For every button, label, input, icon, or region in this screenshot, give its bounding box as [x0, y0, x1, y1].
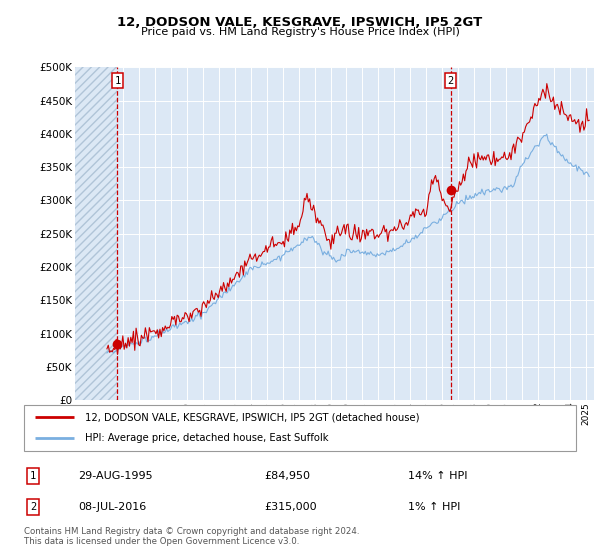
- Text: 14% ↑ HPI: 14% ↑ HPI: [408, 471, 467, 481]
- Text: 1: 1: [30, 471, 36, 481]
- Text: 2: 2: [448, 76, 454, 86]
- Text: 12, DODSON VALE, KESGRAVE, IPSWICH, IP5 2GT: 12, DODSON VALE, KESGRAVE, IPSWICH, IP5 …: [118, 16, 482, 29]
- Text: £315,000: £315,000: [264, 502, 317, 512]
- Text: 1: 1: [115, 76, 121, 86]
- Text: 08-JUL-2016: 08-JUL-2016: [78, 502, 146, 512]
- Text: 12, DODSON VALE, KESGRAVE, IPSWICH, IP5 2GT (detached house): 12, DODSON VALE, KESGRAVE, IPSWICH, IP5 …: [85, 412, 419, 422]
- Text: Contains HM Land Registry data © Crown copyright and database right 2024.
This d: Contains HM Land Registry data © Crown c…: [24, 526, 359, 546]
- Text: 2: 2: [30, 502, 36, 512]
- Text: Price paid vs. HM Land Registry's House Price Index (HPI): Price paid vs. HM Land Registry's House …: [140, 27, 460, 37]
- Text: HPI: Average price, detached house, East Suffolk: HPI: Average price, detached house, East…: [85, 433, 328, 444]
- Text: £84,950: £84,950: [264, 471, 310, 481]
- Text: 29-AUG-1995: 29-AUG-1995: [78, 471, 152, 481]
- Text: 1% ↑ HPI: 1% ↑ HPI: [408, 502, 460, 512]
- FancyBboxPatch shape: [24, 405, 576, 451]
